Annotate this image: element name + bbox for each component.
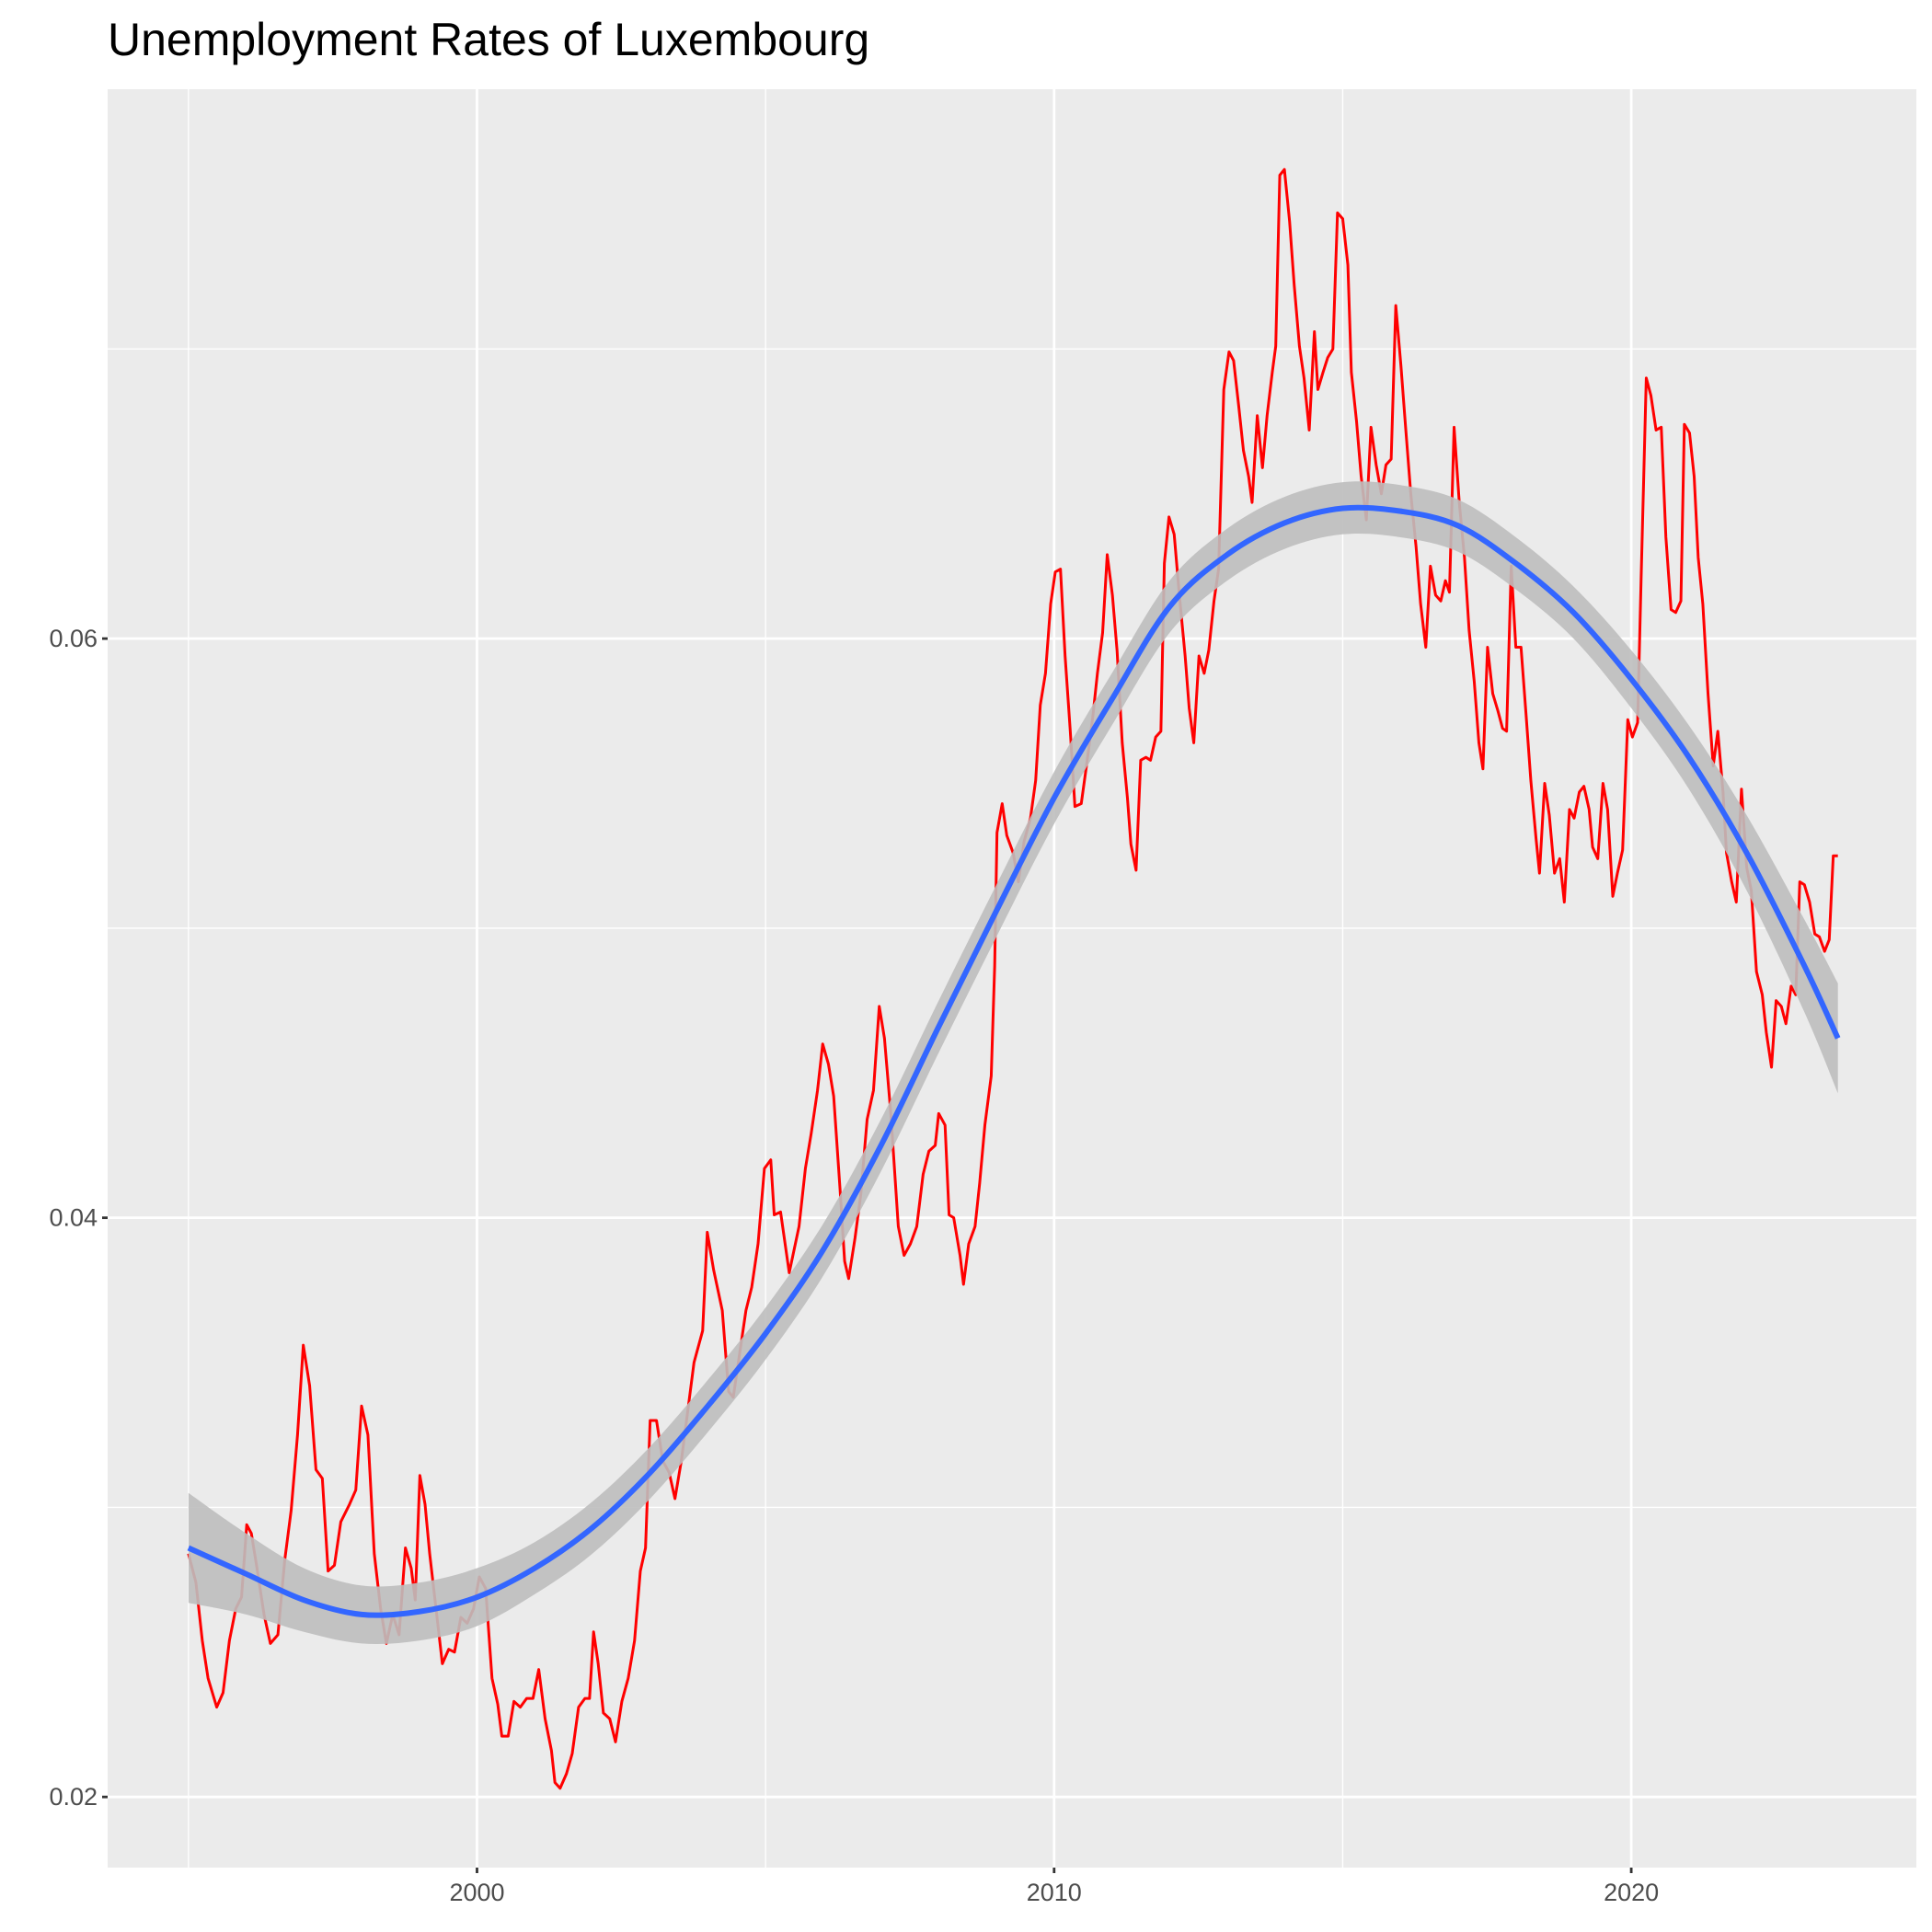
plot-panel [108,89,1916,1868]
data-line [187,167,1838,1790]
chart-title: Unemployment Rates of Luxembourg [108,14,869,65]
y-tick-label: 0.06 [49,625,98,652]
y-tick-label: 0.04 [49,1204,98,1232]
smooth-line [187,504,1841,1618]
x-tick-label: 2020 [1604,1879,1659,1906]
y-tick-label: 0.02 [49,1783,98,1811]
x-tick-label: 2000 [449,1879,504,1906]
x-tick-label: 2010 [1027,1879,1082,1906]
